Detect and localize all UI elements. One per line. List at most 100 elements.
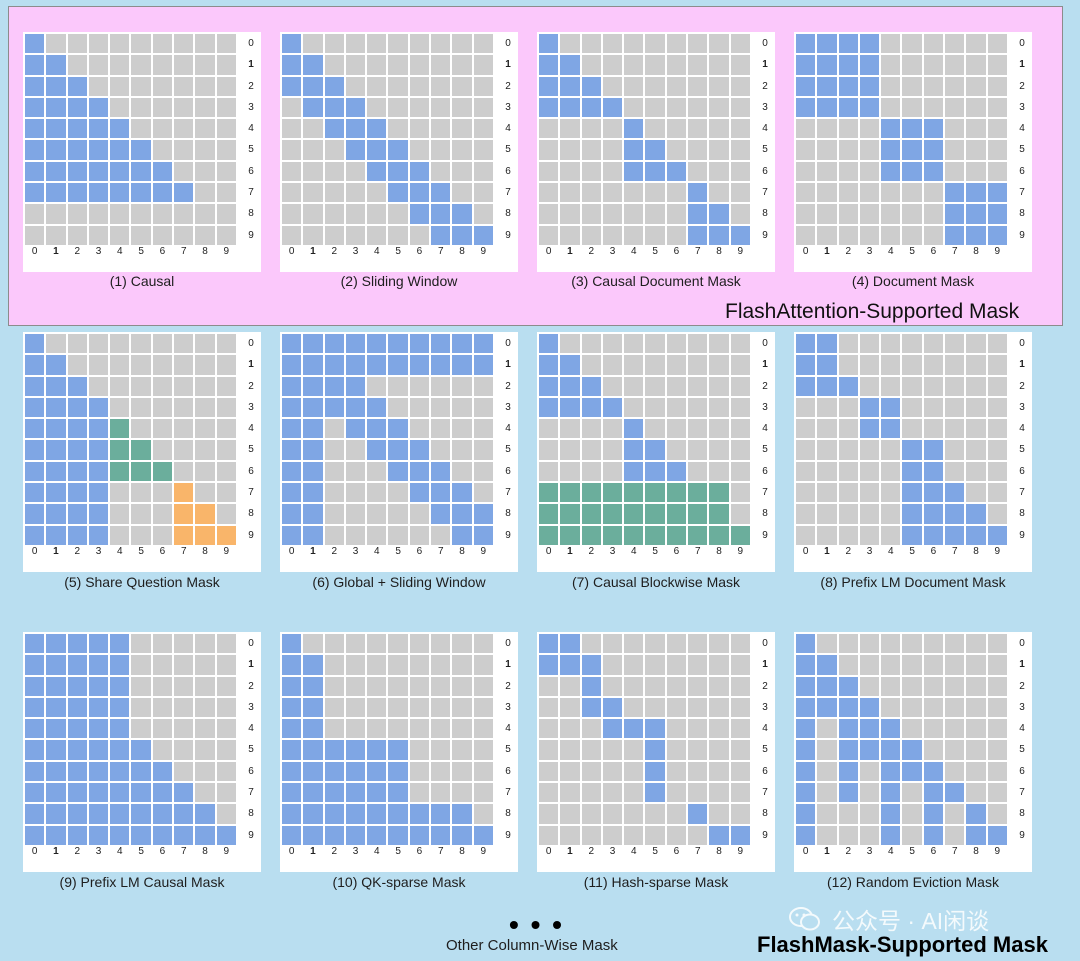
mask-cell	[986, 803, 1008, 825]
mask-cell	[901, 224, 923, 246]
mask-cell	[366, 96, 388, 119]
column-tick-label: 5	[652, 246, 658, 257]
mask-cell	[302, 633, 324, 655]
mask-cell	[880, 418, 902, 440]
mask-cell	[644, 718, 666, 740]
mask-cell	[665, 160, 688, 183]
mask-cell	[665, 139, 688, 161]
mask-cell	[109, 118, 131, 140]
mask-cell	[194, 54, 216, 76]
mask-cell	[880, 33, 902, 55]
column-tick-label: 2	[74, 246, 81, 257]
row-tick-label: 7	[505, 487, 511, 499]
mask-cell	[302, 760, 324, 783]
mask-cell	[580, 160, 602, 183]
mask-cell	[194, 118, 216, 140]
mask-cell	[837, 96, 859, 119]
column-tick-label: 9	[994, 546, 1001, 557]
mask-cell	[387, 224, 409, 246]
mask-cell	[24, 739, 46, 761]
mask-cell	[687, 824, 709, 846]
mask-cell	[687, 354, 709, 376]
mask-cell	[387, 333, 409, 355]
mask-cell	[173, 54, 195, 76]
mask-cell	[901, 33, 923, 55]
mask-cell	[366, 503, 388, 525]
mask-cell	[472, 675, 494, 697]
mask-cell	[194, 782, 216, 804]
mask-cell	[408, 182, 431, 204]
column-tick-label: 7	[951, 246, 958, 257]
mask-cell	[344, 96, 367, 119]
mask-cell	[944, 718, 966, 740]
column-tick-label: 0	[545, 546, 552, 557]
mask-cell	[729, 654, 751, 676]
mask-cell	[880, 824, 902, 846]
mask-cell	[729, 696, 751, 719]
mask-cell	[66, 118, 88, 140]
mask-cell	[687, 139, 709, 161]
mask-cell	[408, 118, 431, 140]
mask-cell	[24, 782, 46, 804]
mask-cell	[451, 482, 473, 504]
row-tick-label: 5	[248, 144, 254, 156]
row-tick-label: 9	[762, 529, 768, 541]
row-tick-label: 7	[762, 487, 768, 499]
row-tick-label: 9	[1019, 529, 1025, 541]
mask-cell	[66, 139, 88, 161]
mask-cell	[344, 718, 367, 740]
mask-cell	[109, 333, 131, 355]
mask-cell	[538, 375, 560, 397]
column-tick-label: 3	[95, 846, 102, 857]
mask-cell	[644, 203, 666, 225]
mask-cell	[644, 696, 666, 719]
mask-cell	[281, 224, 303, 246]
mask-cell	[387, 675, 409, 697]
column-tick-label: 3	[866, 846, 873, 857]
mask-cell	[538, 224, 560, 246]
mask-cell	[387, 418, 409, 440]
mask-cell	[344, 203, 367, 225]
mask-cell	[24, 203, 46, 225]
mask-cell	[559, 718, 581, 740]
mask-cell	[837, 354, 859, 376]
mask-cell	[215, 139, 237, 161]
mask-cell	[215, 675, 237, 697]
mask-cell	[580, 418, 602, 440]
mask-cell	[858, 696, 881, 719]
row-tick-label: 2	[248, 380, 254, 392]
row-tick-label: 7	[248, 787, 254, 799]
column-tick-label: 5	[395, 546, 401, 557]
mask-cell	[430, 396, 452, 419]
mask-cell	[580, 803, 602, 825]
mask-cell	[687, 760, 709, 783]
mask-cell	[795, 718, 817, 740]
mask-cell	[687, 418, 709, 440]
mask-cell	[944, 96, 966, 119]
mask-cell	[580, 782, 602, 804]
mask-cell	[194, 396, 216, 419]
row-tick-label: 4	[505, 123, 511, 135]
mask-cell	[408, 96, 431, 119]
mask-cell	[408, 824, 431, 846]
mask-cell	[880, 633, 902, 655]
mask-cell	[109, 654, 131, 676]
mask-cell	[151, 460, 174, 483]
mask-cell	[687, 739, 709, 761]
mask-cell	[901, 439, 923, 461]
mask-cell	[986, 482, 1008, 504]
row-tick-label: 4	[1019, 423, 1025, 435]
mask-cell	[816, 439, 838, 461]
mask-cell	[24, 503, 46, 525]
mask-cell	[944, 803, 966, 825]
mask-cell	[302, 333, 324, 355]
mask-cell	[665, 118, 688, 140]
mask-cell	[45, 333, 67, 355]
mask-cell	[87, 633, 110, 655]
mask-cell	[922, 75, 945, 97]
mask-cell	[408, 354, 431, 376]
mask-cell	[173, 96, 195, 119]
mask-cell	[965, 482, 987, 504]
column-tick-label: 4	[117, 546, 123, 557]
